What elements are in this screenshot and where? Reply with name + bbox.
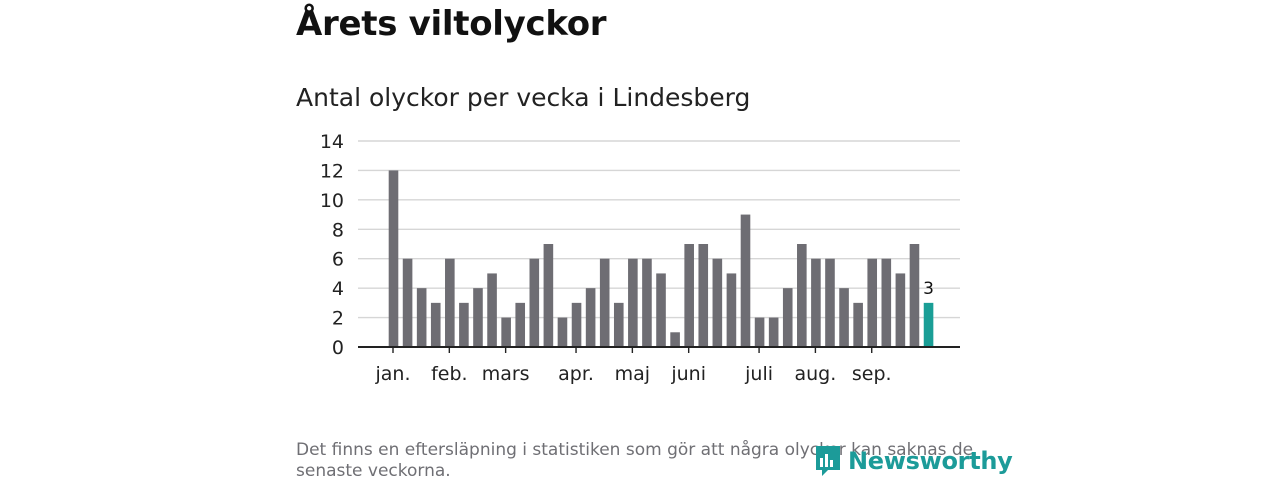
x-tick-label: maj [615,363,650,385]
data-label: 3 [923,279,934,299]
y-tick-label: 0 [332,337,344,359]
bar [726,273,737,347]
bar-chart: 0 2 4 6 8 10 12 14 3 jan. feb. mars apr. maj juni juli a… [320,131,960,385]
bar [740,214,751,347]
y-tick-label: 2 [332,308,344,330]
bar [698,244,709,347]
x-tick-label: feb. [431,363,467,385]
bar [459,302,469,347]
bar [473,288,483,347]
bar [881,258,892,347]
bar [656,273,666,347]
y-tick-label: 4 [332,278,344,300]
bar [797,244,807,347]
y-tick-label: 10 [320,190,344,212]
x-tick-label: juni [670,363,706,385]
bar [515,302,526,347]
footnote: Det finns en eftersläpning i statistiken… [296,440,974,481]
bar [599,258,610,347]
bar [642,258,652,347]
bar [416,288,427,347]
bar [388,170,399,347]
bar [811,258,821,347]
bar [684,244,694,347]
chart-card: Årets viltolyckor Antal olyckor per veck… [296,0,1013,481]
y-tick-label: 14 [320,131,344,153]
bar [430,302,441,347]
bar [487,273,497,347]
bar [712,258,723,347]
bar [628,258,638,347]
bar-highlight [923,302,934,347]
bar [501,317,511,347]
bar [571,302,582,347]
bar [613,302,624,347]
x-tick-label: jan. [374,363,410,385]
bar [585,288,596,347]
bar [670,332,680,347]
x-tick-label: mars [482,363,530,385]
bar [909,244,920,347]
bar [839,288,849,347]
x-tick-label: sep. [852,363,892,385]
x-tick-label: apr. [558,363,594,385]
y-tick-label: 6 [332,249,344,271]
bar [867,258,878,347]
bar [445,258,455,347]
chart-subtitle: Antal olyckor per vecka i Lindesberg [296,83,751,112]
bar [529,258,540,347]
bar [754,317,765,347]
x-tick-label: juli [744,363,773,385]
page-title: Årets viltolyckor [296,4,607,44]
bar [402,258,413,347]
bar [782,288,793,347]
bar [895,273,906,347]
brand-name: Newsworthy [848,447,1013,475]
bar [853,302,863,347]
newsworthy-logo-icon [816,446,840,476]
y-tick-label: 8 [332,219,344,241]
bar [768,317,779,347]
brand-logo: Newsworthy [814,444,1013,478]
bar [825,258,835,347]
bar [543,244,554,347]
x-tick-label: aug. [795,363,837,385]
y-tick-label: 12 [320,160,344,182]
bar [557,317,568,347]
